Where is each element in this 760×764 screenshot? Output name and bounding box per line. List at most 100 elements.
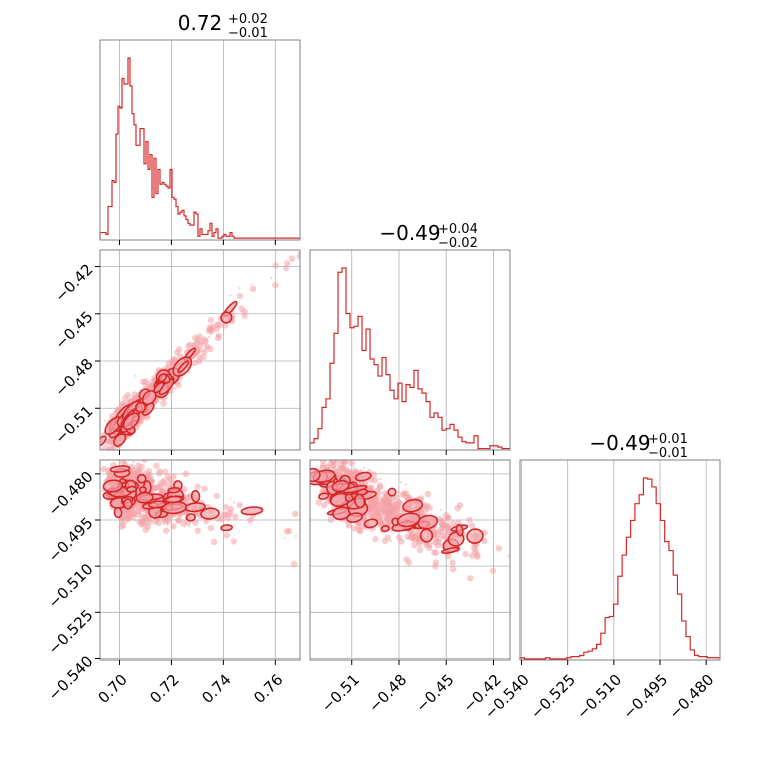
scatter-point	[270, 276, 273, 280]
density-point	[213, 492, 221, 500]
density-point	[194, 527, 201, 534]
y-tick-label: −0.51	[51, 402, 96, 447]
contour-level	[240, 506, 264, 516]
density-point	[213, 325, 221, 332]
density-point	[185, 343, 192, 350]
x-tick-label: −0.48	[365, 671, 410, 716]
scatter-point	[140, 503, 143, 506]
scatter-point	[507, 555, 510, 558]
panel-frame	[99, 39, 301, 241]
density-point	[433, 528, 440, 536]
density-point	[291, 560, 298, 568]
density-point	[320, 462, 327, 470]
density-point	[221, 322, 229, 329]
scatter-point	[353, 461, 356, 464]
scatter-point	[323, 490, 326, 493]
density-point	[466, 516, 473, 524]
contour-level	[220, 311, 233, 324]
density-point	[472, 546, 479, 553]
scatter-point	[149, 388, 152, 391]
panel-frame	[309, 249, 511, 451]
density-point	[118, 523, 125, 530]
panel-frame	[99, 249, 301, 451]
histogram-step-line	[99, 57, 300, 240]
density-point	[387, 514, 394, 521]
density-point	[416, 540, 423, 547]
density-point	[411, 541, 418, 549]
density-point	[160, 400, 167, 407]
contour-level	[167, 486, 181, 494]
contour-level	[165, 495, 183, 504]
density-point	[405, 559, 413, 566]
density-point	[170, 473, 177, 480]
histogram-panel-1: 0.72 +0.02−0.01	[99, 11, 301, 241]
contour-level	[466, 528, 484, 544]
density-point	[191, 359, 198, 367]
contour-level	[354, 493, 366, 509]
density-point	[137, 452, 143, 458]
contour-level	[102, 479, 124, 493]
scatter-point	[398, 506, 401, 509]
density-point	[409, 534, 416, 541]
scatter-point	[158, 400, 161, 403]
density-point	[454, 505, 461, 512]
density-point	[156, 468, 163, 475]
density-point	[146, 518, 153, 525]
x-tick-label: 0.70	[94, 671, 130, 707]
scatter-point	[381, 498, 384, 501]
contour-level	[354, 471, 372, 482]
scatter-point	[229, 294, 232, 297]
scatter-point	[134, 374, 137, 377]
density-point	[121, 395, 129, 402]
contour-level	[310, 467, 321, 483]
density-point	[138, 521, 145, 528]
scatter-point	[404, 483, 408, 486]
density-point	[152, 518, 159, 525]
density-point	[340, 465, 347, 472]
density-point	[462, 550, 469, 558]
density-point	[238, 305, 245, 312]
scatter-point	[109, 455, 111, 457]
contour-level	[417, 514, 439, 530]
density-point	[161, 479, 168, 487]
density-point	[395, 534, 403, 541]
y-tick-label: −0.495	[45, 514, 97, 566]
density-point	[327, 448, 333, 454]
scatter-points	[310, 448, 510, 582]
scatter-point	[389, 539, 392, 543]
scatter-point	[362, 466, 365, 469]
density-point	[201, 485, 208, 492]
scatter-point	[132, 469, 136, 472]
density-point	[223, 532, 230, 539]
density-point	[396, 499, 404, 507]
scatter-point	[232, 310, 235, 313]
density-point	[168, 479, 175, 487]
contour-level	[331, 479, 350, 493]
density-point	[445, 514, 452, 521]
density-point	[153, 462, 160, 469]
scatter-point	[238, 287, 241, 290]
scatter-point	[233, 501, 236, 504]
density-point	[320, 460, 327, 465]
density-point	[272, 262, 279, 269]
density-point	[222, 504, 229, 511]
contour-level	[419, 528, 434, 543]
panel-title-upper: +0.01	[648, 432, 688, 447]
contour-level	[185, 513, 196, 522]
x-tick-label: −0.495	[619, 671, 671, 723]
density-point	[368, 510, 375, 517]
panel-title-2: −0.49	[379, 221, 440, 245]
density-point	[162, 468, 169, 475]
scatter-point	[337, 454, 339, 456]
scatter-point	[204, 345, 207, 348]
scatter-points	[100, 452, 299, 568]
density-point	[194, 483, 201, 490]
scatter-point	[205, 343, 208, 346]
scatter-point	[124, 522, 127, 525]
contour-level	[122, 412, 140, 431]
density-point	[341, 460, 348, 466]
contour-level	[136, 473, 147, 484]
density-point	[372, 497, 380, 504]
density-point	[431, 549, 438, 556]
scatter-point	[134, 509, 137, 512]
